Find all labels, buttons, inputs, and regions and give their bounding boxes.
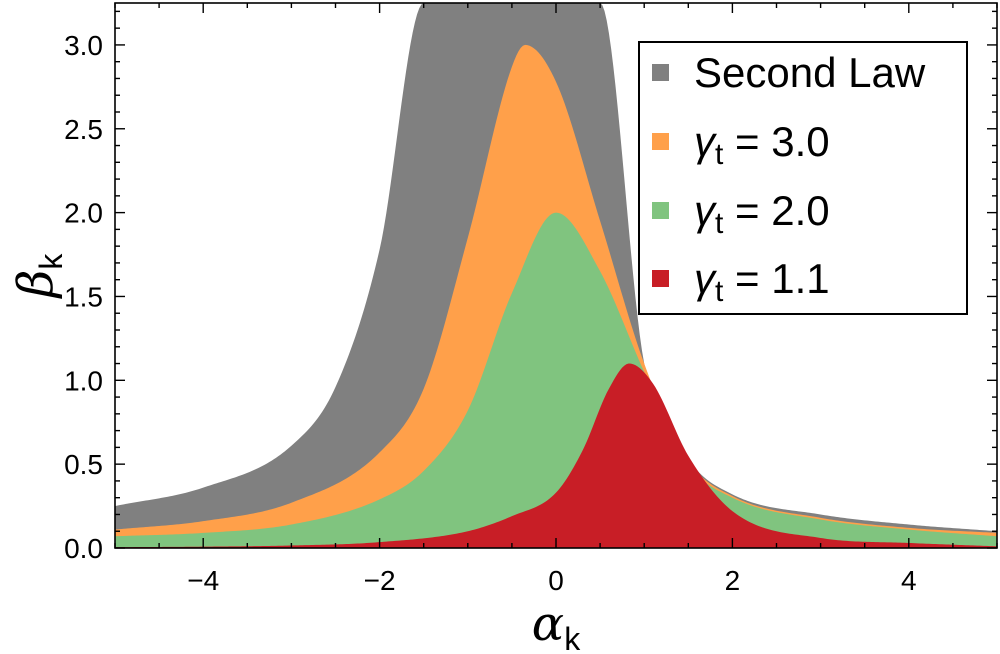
x-tick-label: −4 [187,565,219,596]
legend-swatch-gamma-2 [652,202,669,219]
x-tick-label: 0 [548,565,564,596]
y-tick-label: 1.5 [64,281,103,312]
y-tick-label: 2.0 [64,198,103,229]
y-tick-label: 2.5 [64,114,103,145]
tick-labels: −4 −2 0 2 4 0.0 0.5 1.0 1.5 2.0 2.5 3.0 [64,30,917,596]
legend-label-gamma-3: γt = 3.0 [694,118,830,171]
y-tick-label: 1.0 [64,365,103,396]
area-series-2 [115,212,997,548]
legend-swatch-gamma-3 [652,133,669,150]
legend-swatch-second-law [652,64,669,81]
legend-label-gamma-2: γt = 2.0 [694,187,830,240]
y-axis-label: βk [8,253,69,300]
series-areas [115,3,997,549]
legend-label-gamma-1-1: γt = 1.1 [694,255,830,308]
x-tick-label: −2 [364,565,396,596]
y-tick-label: 0.5 [64,449,103,480]
x-axis-label: αk [532,596,581,654]
legend: Second Law γt = 3.0 γt = 2.0 γt = 1.1 [638,41,968,315]
axis-ticks [114,3,998,549]
x-tick-label: 4 [901,565,917,596]
y-tick-label: 0.0 [64,533,103,564]
legend-box [638,41,968,315]
area-series-3 [115,363,997,548]
x-tick-label: 2 [725,565,741,596]
y-tick-label: 3.0 [64,30,103,61]
legend-label-second-law: Second Law [694,49,926,96]
legend-swatch-gamma-1-1 [652,270,669,287]
